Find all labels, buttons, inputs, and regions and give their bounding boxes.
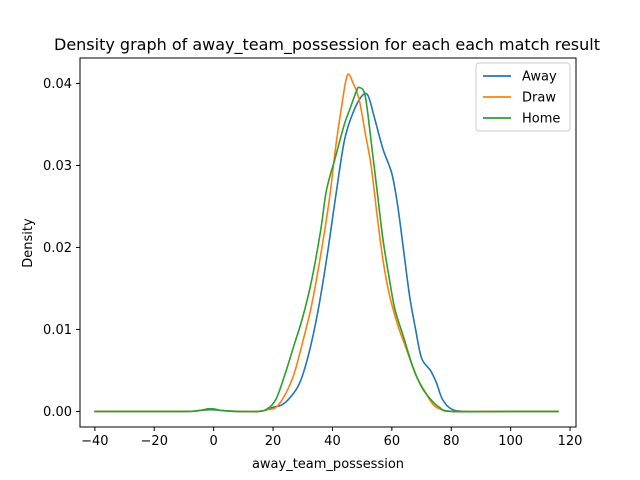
y-tick-label: 0.04 [43,77,72,92]
x-tick-label: 60 [384,434,401,449]
series-line-home [94,86,559,413]
legend-label-draw: Draw [522,91,556,106]
x-tick-label: −40 [81,434,108,449]
x-axis-ticks: −40 −20 0 20 40 60 80 100 120 [81,427,582,449]
y-tick-label: 0.01 [43,323,72,338]
y-tick-label: 0.03 [43,159,72,174]
legend-label-home: Home [522,112,560,127]
plot-area [94,73,559,413]
y-axis-ticks: 0.00 0.01 0.02 0.03 0.04 [43,77,80,420]
y-tick-label: 0.02 [43,241,72,256]
legend: Away Draw Home [475,62,571,132]
legend-label-away: Away [522,70,557,85]
x-tick-label: 100 [498,434,523,449]
x-tick-label: 80 [443,434,460,449]
y-axis-label: Density [21,218,36,268]
x-tick-label: 40 [324,434,341,449]
x-tick-label: −20 [141,434,168,449]
y-tick-label: 0.00 [43,405,72,420]
plot-frame [79,57,577,428]
legend-box [475,62,571,132]
x-axis-label: away_team_possession [252,457,404,472]
x-tick-label: 20 [265,434,282,449]
chart-title: Density graph of away_team_possession fo… [54,35,600,55]
x-tick-label: 120 [558,434,583,449]
x-tick-label: 0 [210,434,218,449]
